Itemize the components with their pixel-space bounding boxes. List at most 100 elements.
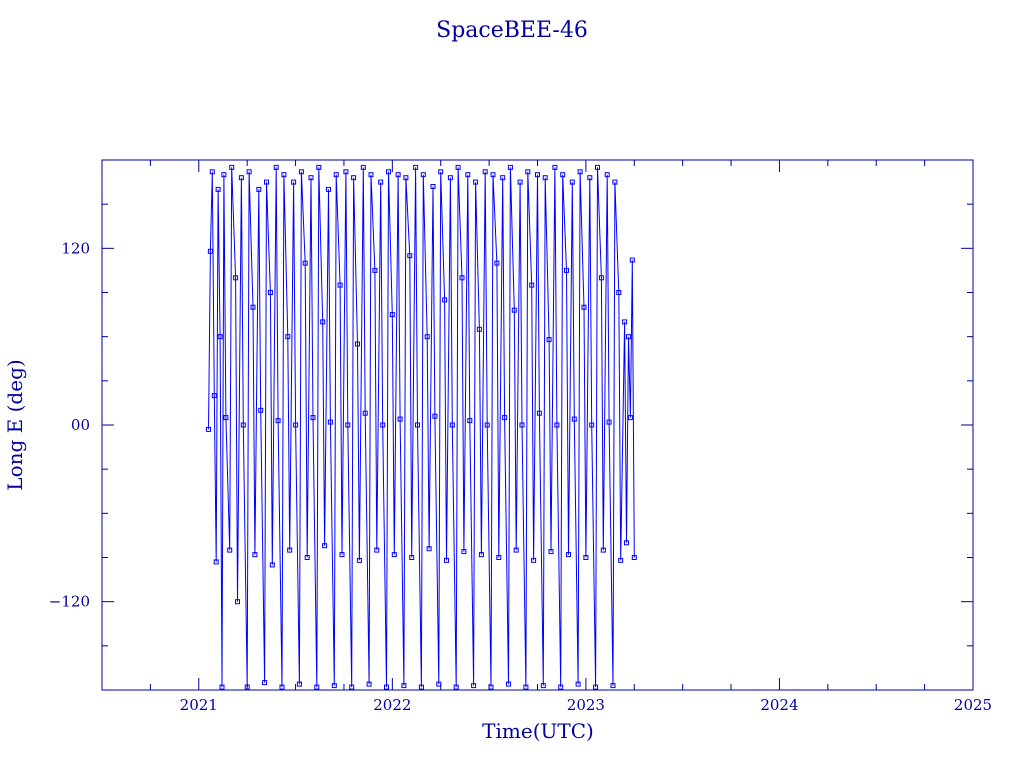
data-point — [380, 422, 386, 428]
x-tick-label: 2025 — [954, 696, 992, 714]
x-tick-label: 2021 — [180, 696, 218, 714]
data-point — [310, 415, 316, 421]
data-point — [262, 680, 268, 686]
y-tick-label: 00 — [71, 416, 90, 434]
data-point — [571, 416, 577, 422]
x-tick-label: 2022 — [373, 696, 411, 714]
data-point — [217, 334, 223, 340]
data-point — [233, 275, 239, 281]
data-point — [484, 422, 490, 428]
data-point — [523, 684, 529, 690]
data-point — [506, 681, 511, 687]
data-point — [281, 172, 287, 178]
data-point — [246, 169, 252, 175]
data-point — [606, 419, 612, 425]
data-point — [626, 334, 631, 340]
data-point — [513, 547, 519, 553]
data-point — [560, 172, 566, 178]
data-point — [507, 164, 513, 170]
data-point — [577, 169, 583, 175]
data-point — [395, 172, 401, 178]
data-point — [235, 599, 240, 605]
data-point — [326, 186, 331, 192]
data-point — [529, 282, 535, 288]
chart-title: SpaceBEE-46 — [436, 18, 588, 43]
data-point — [337, 282, 343, 288]
data-point — [223, 415, 229, 421]
data-point — [589, 422, 595, 428]
data-point — [593, 684, 599, 690]
data-point — [287, 547, 293, 553]
data-point — [269, 562, 275, 568]
data-point — [366, 681, 372, 687]
data-point — [413, 164, 419, 170]
data-point — [438, 169, 444, 175]
data-point — [250, 304, 256, 310]
data-point — [355, 341, 360, 347]
data-point — [213, 559, 219, 565]
data-point — [291, 179, 297, 185]
data-point — [356, 557, 362, 563]
y-tick-label: 120 — [61, 239, 90, 257]
data-point — [459, 275, 465, 281]
data-point — [372, 267, 378, 273]
data-point — [517, 179, 523, 185]
data-point — [598, 275, 604, 281]
data-point — [368, 172, 374, 178]
data-point — [316, 164, 322, 170]
data-point — [343, 169, 349, 175]
data-point — [546, 337, 552, 343]
data-point — [275, 418, 281, 424]
series-layer — [206, 164, 637, 690]
data-point — [391, 552, 397, 558]
data-point — [420, 172, 426, 178]
data-point — [600, 547, 606, 553]
data-point — [320, 319, 326, 325]
data-point — [322, 543, 328, 549]
data-point — [482, 169, 488, 175]
data-point — [229, 164, 235, 170]
data-point — [569, 179, 575, 185]
data-point — [540, 683, 546, 689]
data-point — [264, 179, 269, 185]
data-point — [542, 175, 548, 181]
data-point — [490, 172, 496, 178]
data-point — [339, 552, 345, 558]
data-point — [566, 552, 571, 558]
data-point — [604, 172, 610, 178]
data-point — [595, 164, 600, 170]
data-point — [511, 307, 517, 313]
data-point — [215, 186, 221, 192]
data-point — [467, 418, 473, 424]
data-point — [430, 184, 436, 189]
data-point — [378, 179, 384, 185]
axis-layer: 2021 2022 2023 2024 2025 −120 00 120 — [49, 159, 992, 714]
data-point — [227, 547, 233, 553]
data-point — [360, 164, 366, 170]
data-point — [401, 683, 407, 689]
data-point — [558, 684, 564, 690]
series-line — [208, 167, 635, 688]
data-point — [424, 334, 430, 340]
data-point — [465, 172, 471, 178]
data-point — [554, 422, 560, 428]
data-point — [531, 557, 537, 563]
data-point — [535, 172, 540, 178]
data-point — [418, 684, 424, 690]
data-point — [333, 172, 339, 178]
data-point — [314, 684, 320, 690]
x-axis-label: Time(UTC) — [482, 719, 594, 743]
data-point — [622, 319, 628, 325]
data-point — [610, 683, 616, 689]
data-point — [273, 164, 279, 170]
data-point — [327, 419, 333, 425]
data-point — [267, 290, 273, 295]
data-point — [536, 410, 542, 416]
data-point — [219, 684, 225, 690]
data-point — [449, 422, 455, 428]
data-point — [362, 410, 368, 416]
x-tick-label: 2024 — [760, 696, 798, 714]
data-point — [502, 415, 508, 421]
x-tick-label: 2023 — [567, 696, 605, 714]
